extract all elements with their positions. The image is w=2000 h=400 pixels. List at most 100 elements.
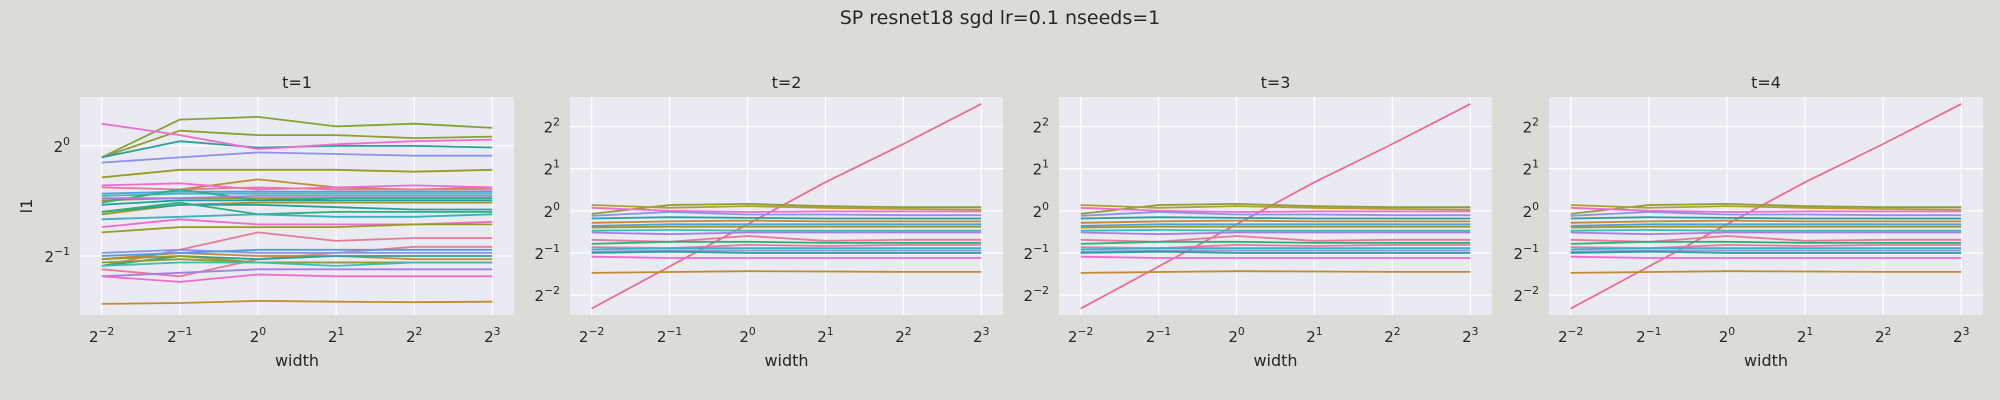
series-line-26 [101, 248, 493, 257]
series-line-18 [101, 201, 493, 216]
y-tick-label: 21 [1033, 158, 1049, 179]
x-tick-label: 23 [973, 325, 989, 346]
y-tick-label: 2−2 [1024, 284, 1049, 305]
subplot-2: 2−2 2−1 20 21 22 23 2−2 2−1 20 21 22 t=2 width [535, 73, 1003, 370]
subplot-title: t=3 [1261, 73, 1291, 92]
series-line-17 [101, 203, 493, 213]
x-tick-label: 21 [817, 325, 833, 346]
series-line-19 [1080, 270, 1471, 274]
series-line-11 [1080, 231, 1471, 236]
figure-suptitle: SP resnet18 sgd lr=0.1 nseeds=1 [840, 7, 1161, 29]
series-line-7 [1080, 219, 1471, 224]
series-line-22 [101, 231, 493, 267]
subplot-4: 2−2 2−1 20 21 22 23 2−2 2−1 20 21 22 t=4 width [1514, 73, 1983, 370]
series-line-3 [1080, 204, 1471, 211]
series-line-9 [1570, 225, 1962, 229]
series-line-6 [591, 216, 982, 220]
y-tick-label: 20 [1033, 200, 1050, 221]
series-line-19 [591, 270, 982, 274]
y-tick-label: 2−2 [1514, 284, 1539, 305]
subplot-title: t=4 [1751, 73, 1781, 92]
y-tick-label: 2−1 [45, 245, 70, 266]
y-tick-label: 22 [1523, 116, 1539, 137]
y-tick-label: 22 [544, 116, 560, 137]
series-line-5 [1570, 211, 1962, 217]
series-line-7 [591, 219, 982, 224]
series-line-31 [101, 268, 493, 278]
series-line-21 [101, 223, 493, 234]
y-tick-label: 2−1 [1024, 242, 1049, 263]
x-tick-label: 22 [1875, 325, 1891, 346]
y-tick-label: 20 [544, 200, 561, 221]
x-tick-label: 23 [1462, 325, 1478, 346]
series-line-1 [1080, 103, 1471, 310]
series-line-6 [1080, 216, 1471, 220]
subplot-title: t=2 [772, 73, 802, 92]
series-line-8 [1570, 223, 1962, 227]
y-tick-label: 2−2 [535, 284, 560, 305]
series-line-15 [1570, 247, 1962, 251]
series-line-8 [591, 223, 982, 227]
series-line-1 [1570, 103, 1962, 310]
series-line-10 [1570, 228, 1962, 232]
y-tick-label: 22 [1033, 116, 1049, 137]
series-line-17 [1570, 250, 1962, 254]
series-line-4 [1080, 206, 1471, 213]
x-tick-label: 2−1 [657, 325, 682, 346]
series-line-13 [1570, 240, 1962, 245]
series-line-27 [101, 255, 493, 267]
x-tick-label: 22 [406, 325, 422, 346]
series-line-15 [101, 199, 493, 206]
x-tick-label: 2−2 [579, 325, 604, 346]
x-tick-label: 22 [1384, 325, 1400, 346]
x-tick-label: 2−1 [167, 325, 192, 346]
subplot-1: 2−2 2−1 20 21 22 23 2−1 20 t=1 width l1 [17, 73, 514, 370]
x-tick-label: 22 [895, 325, 911, 346]
x-tick-label: 21 [328, 325, 344, 346]
series-line-3 [1570, 204, 1962, 211]
subplot-3: 2−2 2−1 20 21 22 23 2−2 2−1 20 21 22 t=3 width [1024, 73, 1492, 370]
subplot-title: t=1 [282, 73, 312, 92]
series-line-32 [101, 273, 493, 283]
series-line-33 [101, 299, 493, 305]
x-tick-label: 21 [1306, 325, 1322, 346]
series-line-18 [1570, 255, 1962, 259]
series-line-17 [1080, 250, 1471, 254]
series-line-3 [591, 204, 982, 211]
series-line-13 [591, 240, 982, 245]
x-tick-label: 23 [1953, 325, 1969, 346]
series-line-6 [1570, 216, 1962, 220]
series-line-15 [1080, 247, 1471, 251]
series-line-9 [591, 225, 982, 229]
series-line-13 [1080, 240, 1471, 245]
series-line-8 [1080, 223, 1471, 227]
series-line-9 [1080, 225, 1471, 229]
x-axis-label: width [1253, 351, 1297, 370]
series-line-5 [1080, 211, 1471, 217]
series-line-9 [101, 186, 493, 191]
series-line-4 [1570, 206, 1962, 213]
series-line-5 [591, 211, 982, 217]
x-tick-label: 23 [484, 325, 500, 346]
series-line-2 [101, 129, 493, 159]
series-line-15 [591, 247, 982, 251]
series-line-11 [1570, 231, 1962, 236]
series-line-1 [591, 103, 982, 310]
y-tick-label: 20 [54, 135, 71, 156]
series-line-16 [1080, 249, 1471, 253]
x-tick-label: 2−2 [1558, 325, 1583, 346]
series-line-30 [101, 261, 493, 267]
x-axis-label: width [1744, 351, 1788, 370]
x-tick-label: 2−2 [1068, 325, 1093, 346]
series-line-11 [591, 231, 982, 236]
series-line-17 [591, 250, 982, 254]
series-line-4 [591, 206, 982, 213]
y-tick-label: 21 [544, 158, 560, 179]
y-tick-label: 2−1 [535, 242, 560, 263]
x-tick-label: 2−1 [1146, 325, 1171, 346]
x-axis-label: width [764, 351, 808, 370]
series-line-5 [101, 151, 493, 164]
series-line-10 [1080, 228, 1471, 232]
series-line-16 [591, 249, 982, 253]
